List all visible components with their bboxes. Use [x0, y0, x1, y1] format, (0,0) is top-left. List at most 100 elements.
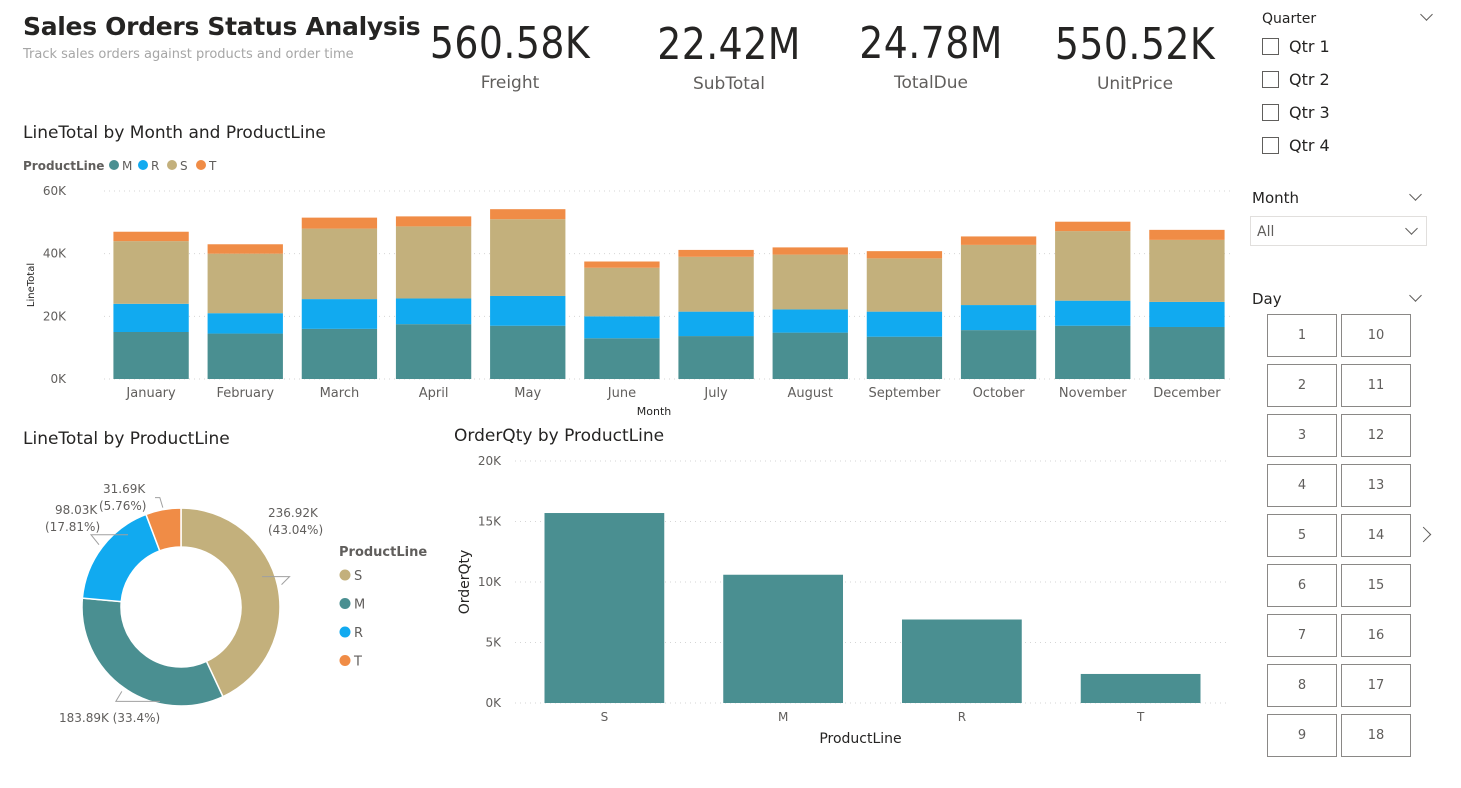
bar-segment-R[interactable]	[1055, 300, 1131, 326]
bar-segment-R[interactable]	[301, 299, 378, 329]
bar-segment-S[interactable]	[584, 267, 660, 317]
quarter-option-qtr4[interactable]: Qtr 4	[1262, 129, 1442, 162]
bar-R[interactable]	[901, 619, 1022, 703]
bar-segment-S[interactable]	[1055, 231, 1131, 301]
day-tile[interactable]: 14	[1341, 514, 1411, 557]
checkbox[interactable]	[1262, 104, 1279, 121]
chevron-down-icon	[1405, 222, 1418, 235]
bar-segment-M[interactable]	[866, 336, 943, 379]
y-tick-label: 0K	[485, 696, 502, 710]
month-dropdown[interactable]: All	[1250, 216, 1427, 246]
bar-segment-T[interactable]	[1055, 221, 1131, 232]
bar-segment-R[interactable]	[113, 303, 189, 332]
day-tile[interactable]: 11	[1341, 364, 1411, 407]
bar-segment-R[interactable]	[395, 298, 472, 325]
day-tile[interactable]: 4	[1267, 464, 1337, 507]
donut-slice-T[interactable]	[145, 507, 182, 552]
checkbox[interactable]	[1262, 137, 1279, 154]
bar-segment-M[interactable]	[113, 332, 189, 379]
bar-segment-R[interactable]	[772, 309, 848, 333]
bar-segment-T[interactable]	[490, 209, 566, 220]
bar-segment-S[interactable]	[866, 258, 943, 312]
bar-segment-T[interactable]	[113, 231, 189, 242]
bar-segment-M[interactable]	[301, 328, 378, 379]
bar-segment-M[interactable]	[678, 336, 754, 379]
bar-segment-M[interactable]	[1055, 325, 1131, 379]
checkbox[interactable]	[1262, 38, 1279, 55]
legend-label: R	[354, 626, 363, 641]
chevron-right-icon[interactable]	[1415, 525, 1432, 545]
day-tile[interactable]: 5	[1267, 514, 1337, 557]
day-tile[interactable]: 12	[1341, 414, 1411, 457]
bar-segment-T[interactable]	[678, 249, 754, 257]
bar-segment-R[interactable]	[207, 313, 283, 334]
bar-segment-M[interactable]	[490, 325, 566, 379]
kpi-card-unitprice: 550.52K UnitPrice	[1037, 19, 1233, 94]
bar-segment-S[interactable]	[490, 219, 566, 296]
bar-segment-M[interactable]	[960, 330, 1037, 379]
bar-segment-T[interactable]	[207, 244, 283, 254]
x-tick-label: June	[607, 386, 636, 401]
bar-segment-T[interactable]	[866, 251, 943, 259]
bar-segment-M[interactable]	[772, 332, 848, 379]
bar-segment-R[interactable]	[490, 295, 566, 326]
chevron-down-icon[interactable]	[1409, 289, 1422, 302]
day-slicer-header: Day	[1252, 290, 1282, 308]
bar-M[interactable]	[723, 574, 844, 703]
day-tile[interactable]: 13	[1341, 464, 1411, 507]
x-tick-label: November	[1059, 386, 1127, 401]
bar-segment-M[interactable]	[1149, 326, 1225, 379]
day-tile[interactable]: 9	[1267, 714, 1337, 757]
bar-segment-R[interactable]	[960, 305, 1037, 331]
chevron-down-icon[interactable]	[1409, 188, 1422, 201]
bar-segment-T[interactable]	[301, 217, 378, 229]
day-tile[interactable]: 3	[1267, 414, 1337, 457]
bar-segment-S[interactable]	[678, 256, 754, 312]
day-tile[interactable]: 15	[1341, 564, 1411, 607]
day-tile[interactable]: 7	[1267, 614, 1337, 657]
bar-segment-S[interactable]	[113, 241, 189, 304]
quarter-option-qtr3[interactable]: Qtr 3	[1262, 96, 1442, 129]
bar-segment-S[interactable]	[960, 244, 1037, 306]
bar-segment-T[interactable]	[395, 216, 472, 227]
bar-segment-S[interactable]	[1149, 239, 1225, 302]
bar-segment-M[interactable]	[584, 338, 660, 379]
bar-segment-M[interactable]	[395, 324, 472, 379]
bar-segment-R[interactable]	[584, 316, 660, 339]
checkbox[interactable]	[1262, 71, 1279, 88]
day-tile[interactable]: 18	[1341, 714, 1411, 757]
day-tile[interactable]: 6	[1267, 564, 1337, 607]
legend-title: ProductLine	[23, 159, 104, 173]
quarter-option-qtr2[interactable]: Qtr 2	[1262, 63, 1442, 96]
bar-segment-R[interactable]	[678, 311, 754, 337]
chevron-down-icon[interactable]	[1420, 8, 1433, 21]
day-tile[interactable]: 1	[1267, 314, 1337, 357]
day-tile[interactable]: 16	[1341, 614, 1411, 657]
bar-segment-R[interactable]	[1149, 301, 1225, 327]
bar-segment-S[interactable]	[772, 254, 848, 310]
bar-segment-S[interactable]	[207, 253, 283, 314]
donut-chart[interactable]: 236.92K (43.04%) 183.89K (33.4%) 98.03K (17.…	[0, 455, 440, 755]
bar-segment-T[interactable]	[772, 247, 848, 255]
data-label-value: 236.92K	[268, 506, 319, 520]
day-tile[interactable]: 10	[1341, 314, 1411, 357]
donut-slice-M[interactable]	[81, 597, 224, 707]
day-tile[interactable]: 2	[1267, 364, 1337, 407]
orderqty-bar-chart[interactable]: 0K 5K 10K 15K 20K OrderQty S M R T ProductLine	[440, 450, 1240, 750]
day-tile[interactable]: 8	[1267, 664, 1337, 707]
data-label-value: 31.69K	[103, 482, 146, 496]
stacked-column-chart[interactable]: ProductLine M R S T 0K 20K 40K 60K LineTotal Janua…	[0, 148, 1240, 423]
bar-segment-T[interactable]	[960, 236, 1037, 245]
day-tile[interactable]: 17	[1341, 664, 1411, 707]
donut-slice-S[interactable]	[180, 507, 281, 698]
legend-title: ProductLine	[339, 545, 427, 560]
bar-T[interactable]	[1080, 673, 1201, 703]
bar-S[interactable]	[544, 513, 665, 703]
bar-segment-S[interactable]	[395, 226, 472, 299]
bar-segment-R[interactable]	[866, 311, 943, 337]
bar-segment-T[interactable]	[584, 261, 660, 268]
bar-segment-M[interactable]	[207, 333, 283, 379]
quarter-option-qtr1[interactable]: Qtr 1	[1262, 30, 1442, 63]
bar-segment-T[interactable]	[1149, 229, 1225, 240]
bar-segment-S[interactable]	[301, 228, 378, 300]
